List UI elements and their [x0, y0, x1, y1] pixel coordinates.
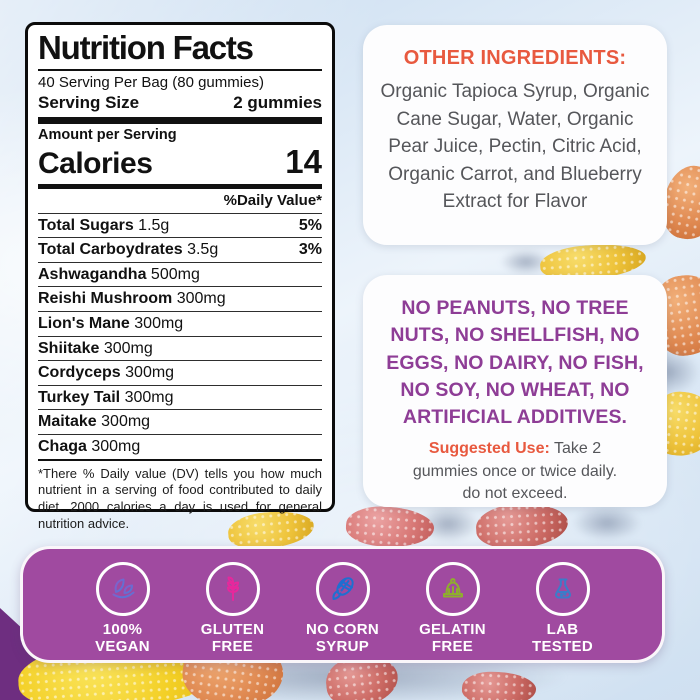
other-ingredients-heading: OTHER INGREDIENTS:: [403, 47, 627, 69]
suggested-use: Suggested Use: Take 2 gummies once or tw…: [396, 438, 634, 504]
badge-no-corn-syrup: NO CORN SYRUP: [295, 562, 391, 656]
nutrient-amount: 300mg: [125, 364, 175, 382]
nutrient-name: Total Sugars: [38, 216, 134, 234]
suggested-use-label: Suggested Use:: [428, 440, 550, 458]
flask-icon: [547, 573, 579, 605]
nutrient-amount: 500mg: [150, 265, 200, 283]
badge-lab-tested: LAB TESTED: [515, 562, 611, 656]
nutrition-row: Maitake 300mg: [38, 409, 322, 434]
serving-size-label: Serving Size: [38, 92, 140, 112]
badge-label: NO CORN SYRUP: [306, 621, 379, 655]
allergen-statement: NO PEANUTS, NO TREE NUTS, NO SHELLFISH, …: [386, 297, 644, 429]
nutrient-name: Lion's Mane: [38, 315, 130, 333]
corn-icon: [327, 573, 359, 605]
other-ingredients-body: Organic Tapioca Syrup, Organic Cane Suga…: [380, 81, 650, 213]
nutrition-row: Total Sugars 1.5g 5%: [38, 212, 322, 238]
nutrition-rows: Total Sugars 1.5g 5% Total Carboydrates …: [38, 212, 322, 459]
calories-value: 14: [285, 142, 322, 180]
nutrition-row: Ashwagandha 500mg: [38, 261, 322, 287]
suggested-use-line3: do not exceed.: [462, 484, 568, 502]
feature-badge-bar: 100% VEGAN GLUTEN FREE: [20, 546, 665, 663]
nutrient-amount: 1.5g: [138, 216, 170, 234]
suggested-use-line1: Take 2: [553, 440, 602, 458]
calories-label: Calories: [38, 146, 153, 180]
badge-label: GELATIN FREE: [419, 621, 486, 655]
nutrient-name: Maitake: [38, 413, 97, 431]
gummy-image: [474, 501, 570, 551]
badge-label: LAB TESTED: [532, 621, 593, 655]
daily-value-header: %Daily Value*: [223, 191, 322, 209]
nutrient-amount: 300mg: [103, 339, 153, 357]
amount-per-serving-label: Amount per Serving: [38, 126, 177, 143]
thick-divider: [38, 116, 322, 124]
nutrient-name: Shiitake: [38, 339, 100, 357]
jelly-icon: [437, 573, 469, 605]
nutrition-row: Shiitake 300mg: [38, 335, 322, 361]
nutrient-amount: 300mg: [91, 437, 141, 455]
nutrient-daily-value: 3%: [298, 241, 322, 259]
other-ingredients-panel: OTHER INGREDIENTS: Organic Tapioca Syrup…: [363, 25, 667, 245]
badge-label: 100% VEGAN: [95, 621, 150, 655]
nutrient-name: Reishi Mushroom: [38, 290, 173, 308]
nutrition-row: Chaga 300mg: [38, 433, 322, 459]
nutrient-name: Chaga: [38, 437, 87, 455]
nutrient-daily-value: 5%: [298, 216, 322, 234]
calories-row: Calories 14: [38, 143, 322, 184]
gummy-shadow: [572, 505, 642, 541]
nutrient-amount: 300mg: [101, 413, 151, 431]
leaf-icon: [107, 573, 139, 605]
nutrient-amount: 3.5g: [187, 241, 219, 259]
wheat-icon: [217, 573, 249, 605]
nutrition-row: Reishi Mushroom 300mg: [38, 286, 322, 311]
serving-size-value: 2 gummies: [233, 92, 322, 112]
suggested-use-line2: gummies once or twice daily.: [412, 462, 618, 480]
nutrient-name: Turkey Tail: [38, 388, 121, 406]
badge-gelatin-free: GELATIN FREE: [405, 562, 501, 656]
nutrition-facts-title: Nutrition Facts: [38, 30, 322, 71]
allergen-panel: NO PEANUTS, NO TREE NUTS, NO SHELLFISH, …: [363, 275, 667, 507]
nutrient-amount: 300mg: [176, 290, 226, 308]
nutrient-name: Ashwagandha: [38, 265, 147, 283]
serving-size-row: Serving Size 2 gummies: [38, 92, 322, 117]
nutrition-footnote: *There % Daily value (DV) tells you how …: [38, 458, 322, 534]
nutrition-row: Cordyceps 300mg: [38, 360, 322, 385]
nutrition-row: Turkey Tail 300mg: [38, 384, 322, 410]
nutrient-amount: 300mg: [124, 388, 174, 406]
nutrition-facts-panel: Nutrition Facts 40 Serving Per Bag (80 g…: [25, 22, 335, 531]
nutrition-row: Total Carboydrates 3.5g 3%: [38, 237, 322, 262]
nutrition-row: Lion's Mane 300mg: [38, 311, 322, 336]
nutrient-name: Total Carboydrates: [38, 241, 183, 259]
nutrient-amount: 300mg: [134, 315, 184, 333]
badge-gluten-free: GLUTEN FREE: [185, 562, 281, 656]
nutrient-name: Cordyceps: [38, 364, 121, 382]
badge-vegan: 100% VEGAN: [75, 562, 171, 656]
servings-per-bag: 40 Serving Per Bag (80 gummies): [38, 73, 264, 91]
badge-label: GLUTEN FREE: [200, 621, 265, 655]
